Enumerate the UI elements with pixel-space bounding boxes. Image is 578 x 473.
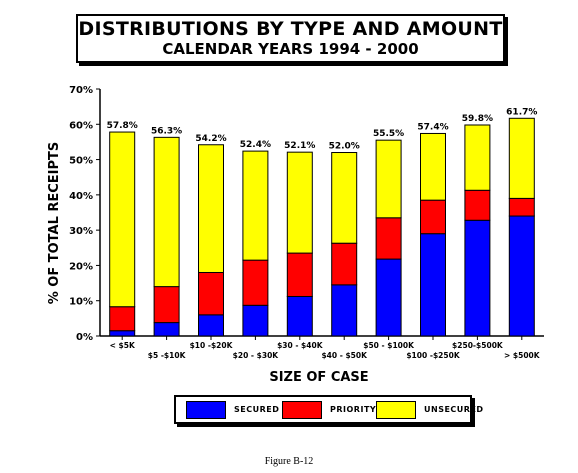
y-axis-title: % OF TOTAL RECEIPTS xyxy=(47,142,62,305)
figure-caption: Figure B-12 xyxy=(264,456,314,467)
legend-swatch-priority xyxy=(282,401,322,419)
bar-unsecured-9 xyxy=(508,117,535,199)
x-tick-label: > $500K xyxy=(504,351,541,360)
bar-secured-1 xyxy=(153,322,180,337)
bar-total-label: 52.1% xyxy=(284,141,315,151)
bar-unsecured-8 xyxy=(464,124,491,191)
bar-total-label: 52.4% xyxy=(240,140,271,150)
x-tick-label: $20 - $30K xyxy=(233,351,280,360)
bar-secured-3 xyxy=(242,304,269,337)
bar-secured-5 xyxy=(331,284,358,337)
chart-title-box: DISTRIBUTIONS BY TYPE AND AMOUNT CALENDA… xyxy=(76,14,505,63)
x-axis-title: SIZE OF CASE xyxy=(269,370,368,385)
bar-total-label: 52.0% xyxy=(329,142,360,152)
bar-total-label: 56.3% xyxy=(151,126,182,136)
legend: SECURED PRIORITY UNSECURED xyxy=(174,395,483,424)
bar-priority-5 xyxy=(331,242,358,286)
bar-priority-0 xyxy=(109,306,136,332)
y-tick-label: 0% xyxy=(76,332,93,343)
bar-unsecured-4 xyxy=(286,151,313,254)
bar-priority-7 xyxy=(420,199,446,235)
bar-priority-9 xyxy=(508,197,535,217)
bar-total-label: 55.5% xyxy=(373,129,404,139)
y-tick-label: 30% xyxy=(69,226,93,237)
y-tick-label: 50% xyxy=(69,156,93,167)
x-tick-label: $10 -$20K xyxy=(190,341,234,350)
legend-swatch-secured xyxy=(186,401,226,419)
legend-label-priority: PRIORITY xyxy=(330,405,377,414)
bar-unsecured-1 xyxy=(153,136,180,288)
bar-unsecured-2 xyxy=(198,144,224,273)
y-tick-label: 60% xyxy=(69,120,93,131)
bar-priority-2 xyxy=(198,271,224,316)
x-tick-label: $30 - $40K xyxy=(277,341,324,350)
bar-unsecured-7 xyxy=(420,132,446,201)
bar-unsecured-0 xyxy=(109,131,136,308)
y-tick-label: 20% xyxy=(69,261,93,272)
bar-priority-8 xyxy=(464,189,491,221)
chart-title: DISTRIBUTIONS BY TYPE AND AMOUNT xyxy=(78,18,503,40)
chart-subtitle: CALENDAR YEARS 1994 - 2000 xyxy=(162,40,419,58)
bar-priority-3 xyxy=(242,259,269,306)
bar-total-label: 57.4% xyxy=(417,122,448,132)
bar-unsecured-3 xyxy=(242,150,269,261)
bar-total-label: 57.8% xyxy=(107,121,138,131)
legend-label-secured: SECURED xyxy=(234,405,280,414)
bar-secured-6 xyxy=(375,258,402,337)
bar-total-label: 54.2% xyxy=(195,134,226,144)
bar-secured-8 xyxy=(464,219,491,337)
bar-total-label: 61.7% xyxy=(506,107,537,117)
legend-label-unsecured: UNSECURED xyxy=(424,405,484,414)
x-tick-label: $100 -$250K xyxy=(406,351,460,360)
bar-secured-9 xyxy=(508,215,535,337)
bar-unsecured-6 xyxy=(375,139,402,219)
bar-secured-0 xyxy=(109,330,136,337)
stacked-bar-chart: % OF TOTAL RECEIPTS SIZE OF CASE 0% 10% 20… xyxy=(47,85,544,385)
bar-priority-6 xyxy=(375,217,402,260)
x-tick-label: $5 -$10K xyxy=(148,351,187,360)
x-tick-label: $40 - $50K xyxy=(321,351,368,360)
bar-secured-2 xyxy=(198,314,224,337)
y-tick-label: 40% xyxy=(69,191,93,202)
y-tick-label: 70% xyxy=(69,85,93,96)
bar-secured-4 xyxy=(286,295,313,337)
y-tick-label: 10% xyxy=(69,297,93,308)
bar-secured-7 xyxy=(420,233,446,337)
bar-unsecured-5 xyxy=(331,152,358,244)
bar-priority-1 xyxy=(153,286,180,324)
bar-total-label: 59.8% xyxy=(462,114,493,124)
bar-priority-4 xyxy=(286,252,313,297)
legend-swatch-unsecured xyxy=(376,401,416,419)
x-tick-label: $50 - $100K xyxy=(363,341,415,350)
x-tick-label: $250-$500K xyxy=(452,341,504,350)
x-tick-label: < $5K xyxy=(110,341,136,350)
